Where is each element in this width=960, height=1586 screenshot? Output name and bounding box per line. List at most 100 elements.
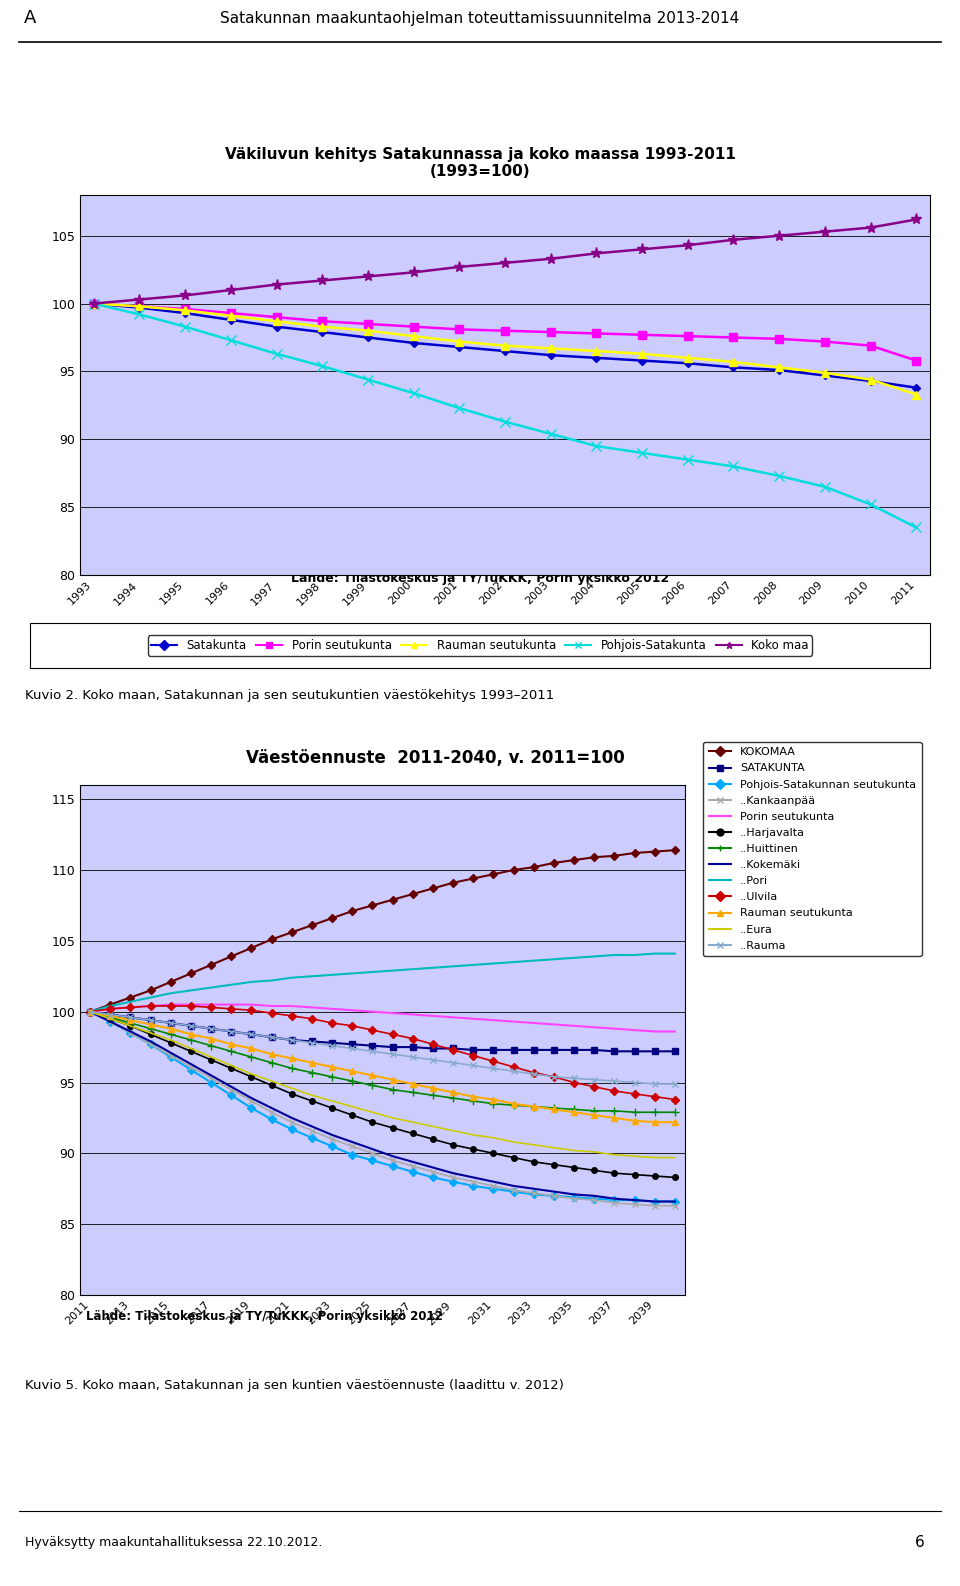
..Huittinen (387, 1080, 398, 1099)
Porin seutukunta (528, 1013, 540, 1032)
Line: Pohjois-Satakunta: Pohjois-Satakunta (89, 298, 922, 533)
Koko maa (590, 244, 602, 263)
Koko maa (728, 230, 739, 249)
Rauman seutukunta (408, 327, 420, 346)
Line: Koko maa: Koko maa (88, 214, 922, 309)
..Huittinen (669, 1102, 681, 1121)
..Ulvila (306, 1009, 318, 1028)
SATAKUNTA (427, 1039, 439, 1058)
..Rauma (588, 1071, 600, 1090)
..Huittinen (266, 1053, 277, 1072)
..Huittinen (629, 1102, 640, 1121)
..Harjavalta (649, 1166, 660, 1185)
Line: Rauman seutukunta: Rauman seutukunta (87, 1009, 678, 1124)
..Ulvila (468, 1047, 479, 1066)
Porin seutukunta (317, 312, 328, 331)
..Kokemäki (629, 1191, 640, 1210)
..Eura (609, 1145, 620, 1164)
..Kokemäki (427, 1158, 439, 1177)
Satakunta (865, 371, 876, 390)
Pohjois-Satakunta (728, 457, 739, 476)
Text: Kuvio 5. Koko maan, Satakunnan ja sen kuntien väestöennuste (laadittu v. 2012): Kuvio 5. Koko maan, Satakunnan ja sen ku… (25, 1378, 564, 1391)
..Pori (588, 947, 600, 966)
..Pori (347, 964, 358, 983)
Rauman seutukunta (226, 1034, 237, 1053)
Porin seutukunta (225, 303, 236, 322)
SATAKUNTA (488, 1040, 499, 1059)
Rauman seutukunta (246, 1039, 257, 1058)
..Huittinen (84, 1002, 96, 1021)
..Kokemäki (387, 1147, 398, 1166)
Pohjois-Satakunnan seutukunta (568, 1188, 580, 1207)
..Kokemäki (246, 1088, 257, 1107)
Porin seutukunta (910, 351, 922, 370)
..Pori (84, 1002, 96, 1021)
Porin seutukunta (629, 1020, 640, 1039)
..Harjavalta (548, 1155, 560, 1174)
..Kankaanpää (145, 1034, 156, 1053)
Pohjois-Satakunnan seutukunta (185, 1059, 197, 1078)
..Rauma (185, 1017, 197, 1036)
..Huittinen (568, 1101, 580, 1120)
..Kankaanpää (508, 1180, 519, 1199)
..Harjavalta (629, 1166, 640, 1185)
..Eura (125, 1017, 136, 1036)
Porin seutukunta (145, 996, 156, 1015)
Rauman seutukunta (528, 1098, 540, 1117)
..Kankaanpää (326, 1129, 338, 1148)
..Harjavalta (588, 1161, 600, 1180)
..Kokemäki (407, 1153, 419, 1172)
Rauman seutukunta (317, 317, 328, 336)
..Kankaanpää (286, 1113, 298, 1132)
Pohjois-Satakunta (819, 477, 830, 496)
Rauman seutukunta (88, 293, 100, 312)
..Kokemäki (508, 1177, 519, 1196)
..Kokemäki (568, 1185, 580, 1204)
Porin seutukunta (105, 999, 116, 1018)
Satakunta (225, 311, 236, 330)
Rauman seutukunta (682, 349, 693, 368)
Satakunta (590, 349, 602, 368)
..Ulvila (488, 1052, 499, 1071)
Koko maa (317, 271, 328, 290)
..Kokemäki (145, 1032, 156, 1052)
SATAKUNTA (326, 1034, 338, 1053)
..Huittinen (367, 1075, 378, 1094)
..Eura (367, 1102, 378, 1121)
KOKOMAA (588, 849, 600, 868)
..Pori (447, 956, 459, 975)
..Huittinen (548, 1099, 560, 1118)
Rauman seutukunta (84, 1002, 96, 1021)
..Ulvila (347, 1017, 358, 1036)
..Kokemäki (367, 1140, 378, 1159)
Porin seutukunta (133, 297, 145, 316)
Satakunta (408, 333, 420, 352)
..Ulvila (246, 1001, 257, 1020)
..Kokemäki (185, 1055, 197, 1074)
..Eura (548, 1139, 560, 1158)
..Harjavalta (185, 1042, 197, 1061)
Porin seutukunta (326, 999, 338, 1018)
SATAKUNTA (84, 1002, 96, 1021)
Rauman seutukunta (145, 1015, 156, 1034)
KOKOMAA (609, 847, 620, 866)
..Harjavalta (84, 1002, 96, 1021)
Rauman seutukunta (649, 1113, 660, 1132)
..Ulvila (649, 1086, 660, 1105)
..Kankaanpää (266, 1102, 277, 1121)
..Kankaanpää (226, 1080, 237, 1099)
SATAKUNTA (367, 1036, 378, 1055)
Rauman seutukunta (669, 1113, 681, 1132)
Koko maa (180, 285, 191, 305)
..Eura (407, 1113, 419, 1132)
Porin seutukunta (88, 293, 100, 312)
Koko maa (682, 236, 693, 255)
..Eura (226, 1056, 237, 1075)
..Huittinen (508, 1096, 519, 1115)
KOKOMAA (488, 864, 499, 883)
KOKOMAA (669, 841, 681, 860)
Porin seutukunta (609, 1020, 620, 1039)
..Pori (266, 971, 277, 990)
Line: ..Eura: ..Eura (90, 1012, 675, 1158)
..Pori (468, 955, 479, 974)
